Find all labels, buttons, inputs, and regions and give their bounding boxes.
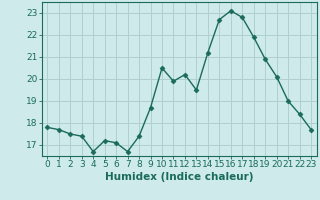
X-axis label: Humidex (Indice chaleur): Humidex (Indice chaleur): [105, 172, 253, 182]
